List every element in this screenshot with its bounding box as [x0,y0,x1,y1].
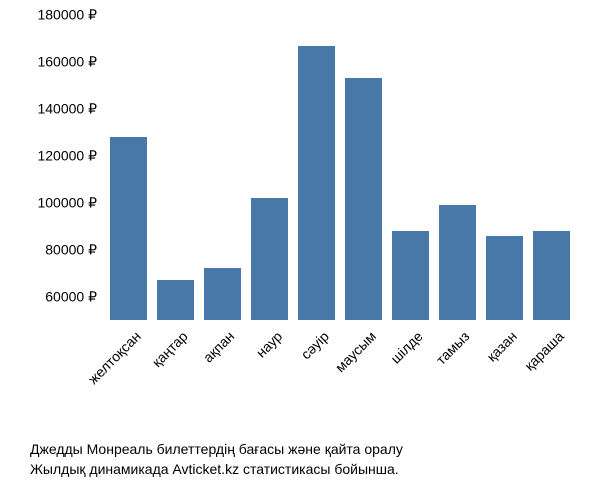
y-tick-label: 140000 ₽ [37,100,97,117]
x-tick-label: тамыз [433,328,473,368]
chart-caption: Джедды Монреаль билеттердің бағасы және … [30,440,403,479]
x-tick-label: наур [252,328,285,361]
y-tick-label: 180000 ₽ [37,7,97,24]
y-tick-label: 80000 ₽ [45,241,97,258]
y-axis: 60000 ₽ 80000 ₽ 100000 ₽ 120000 ₽ 140000 ₽ 16… [0,15,105,320]
x-tick-label: маусым [332,328,379,375]
x-tick-label: қаңтар [149,328,191,370]
bar [298,46,335,321]
bar [204,268,241,320]
bar [392,231,429,320]
y-tick-label: 100000 ₽ [37,194,97,211]
bar [345,78,382,320]
x-tick-label: желтоқсан [85,328,144,387]
bar [533,231,570,320]
chart-container: 60000 ₽ 80000 ₽ 100000 ₽ 120000 ₽ 140000 ₽ 16… [0,0,600,500]
caption-line-1: Джедды Монреаль билеттердің бағасы және … [30,440,403,460]
bar [157,280,194,320]
caption-line-2: Жылдық динамикада Avticket.kz статистика… [30,460,403,480]
bar [439,205,476,320]
y-tick-label: 160000 ₽ [37,53,97,70]
x-tick-label: сәуір [297,328,331,362]
bar [110,137,147,320]
bars-layer [105,15,575,320]
x-tick-label: ақпан [200,328,237,365]
y-tick-label: 60000 ₽ [45,288,97,305]
plot-area: 60000 ₽80000 ₽100000 ₽120000 ₽140000 ₽16… [105,15,575,320]
x-tick-label: қараша [521,328,567,374]
x-tick-label: шілде [387,328,426,367]
x-tick-label: қазан [483,328,520,365]
bar [251,198,288,320]
bar [486,236,523,320]
y-tick-label: 120000 ₽ [37,147,97,164]
